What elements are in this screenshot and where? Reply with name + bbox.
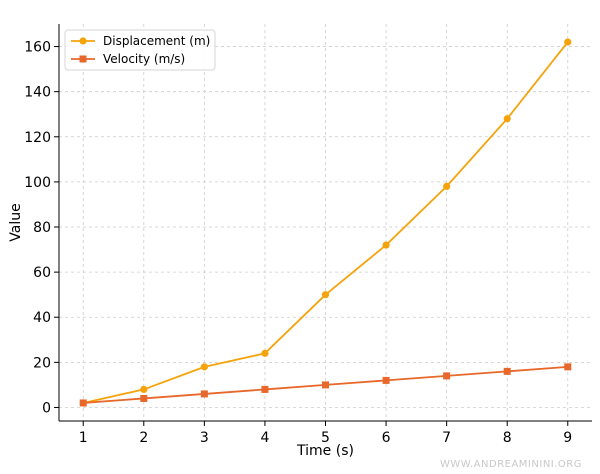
legend-marker [79, 55, 87, 63]
watermark: WWW.ANDREAMININI.ORG [439, 459, 582, 470]
legend-marker [79, 37, 87, 45]
y-tick-label: 80 [33, 220, 51, 236]
x-tick-label: 3 [200, 430, 209, 446]
data-point [443, 182, 451, 191]
y-tick-label: 160 [24, 40, 51, 56]
y-tick-label: 100 [24, 175, 51, 191]
x-ticks: 1 2 3 4 5 6 7 8 9 [79, 421, 572, 446]
x-tick-label: 5 [321, 430, 330, 446]
y-tick-label: 40 [33, 310, 51, 326]
y-ticks: 0 20 40 60 80 100 120 140 160 [24, 40, 59, 416]
y-tick-label: 120 [24, 130, 51, 146]
y-tick-label: 60 [33, 265, 51, 281]
data-point [503, 367, 511, 375]
data-point [200, 363, 208, 371]
y-axis-title: Value [8, 203, 24, 241]
data-point [382, 241, 390, 249]
data-point [382, 376, 390, 384]
data-point [321, 291, 330, 299]
legend-label: Velocity (m/s) [103, 52, 185, 66]
legend-label: Displacement (m) [103, 34, 210, 48]
x-tick-label: 9 [563, 430, 572, 446]
data-point [564, 38, 572, 46]
legend: Displacement (m) Velocity (m/s) [64, 29, 216, 71]
x-tick-label: 2 [139, 430, 148, 446]
x-tick-label: 1 [79, 430, 88, 446]
grid [59, 24, 592, 421]
data-point [140, 394, 148, 402]
data-point [261, 385, 269, 393]
data-point [322, 381, 329, 389]
x-tick-label: 7 [442, 430, 451, 446]
series-group [79, 38, 572, 407]
data-point [503, 115, 511, 123]
y-tick-label: 0 [42, 400, 51, 416]
data-point [564, 363, 572, 371]
data-point [140, 385, 148, 394]
x-tick-label: 8 [503, 430, 512, 446]
data-point [200, 390, 208, 398]
x-tick-label: 4 [260, 430, 269, 446]
y-tick-label: 140 [24, 85, 51, 101]
x-axis-title: Time (s) [296, 443, 354, 459]
y-tick-label: 20 [33, 355, 51, 371]
data-point [79, 399, 87, 407]
legend-box [64, 29, 216, 71]
data-point [443, 372, 451, 380]
x-tick-label: 6 [382, 430, 391, 446]
data-point [261, 349, 269, 357]
